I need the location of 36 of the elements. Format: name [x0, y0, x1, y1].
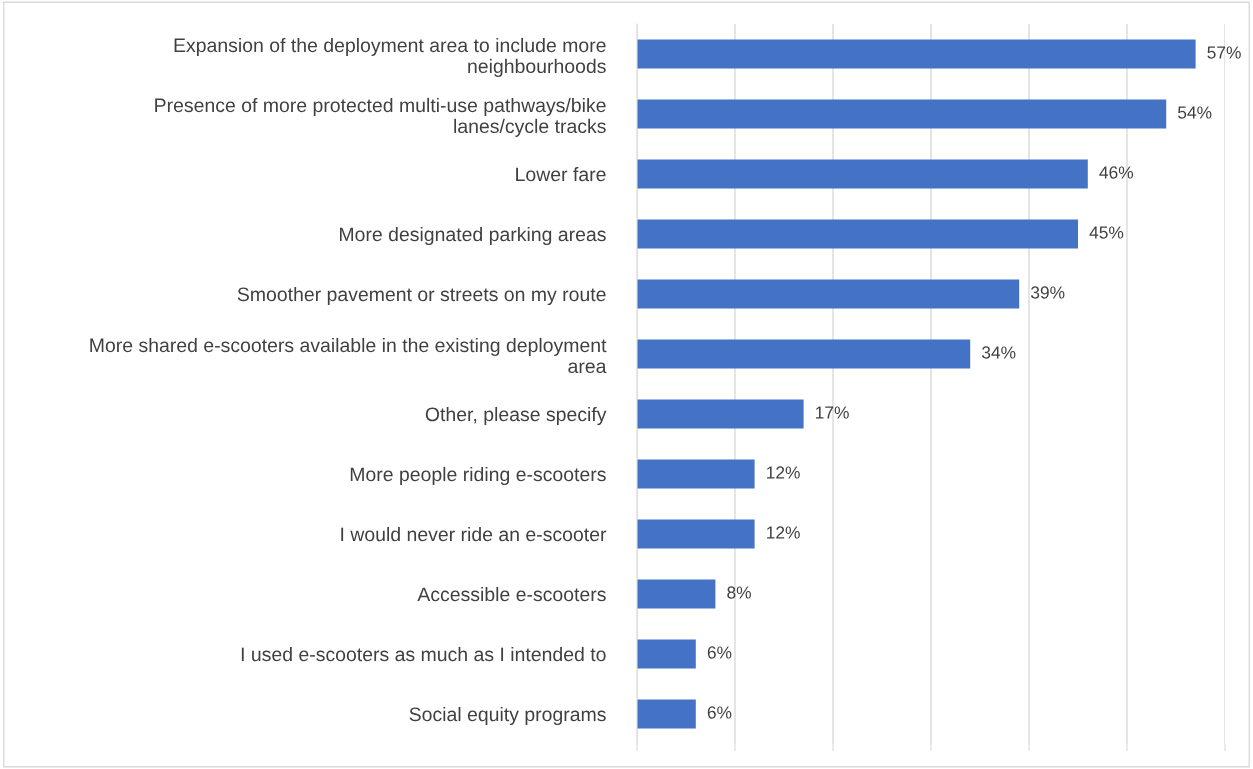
bar: [637, 99, 1167, 129]
bar: [637, 39, 1196, 69]
y-tick-label: I used e-scooters as much as I intended to: [241, 646, 606, 662]
y-tick-label: Lower fare: [516, 166, 606, 182]
bar: [637, 219, 1078, 249]
bar: [637, 699, 696, 729]
data-label: 6%: [707, 706, 732, 719]
y-tick-label: Expansion of the deployment area to include more neighbourhoods: [174, 37, 606, 77]
bar: [637, 159, 1088, 189]
bar: [637, 459, 755, 489]
bar: [637, 399, 804, 429]
y-tick-label: More people riding e-scooters: [350, 466, 606, 486]
y-tick-label: Social equity programs: [409, 706, 606, 726]
y-tick-label: I would never ride an e-scooter: [341, 526, 607, 542]
data-label: 34%: [981, 346, 1016, 359]
bar: [637, 519, 755, 549]
y-tick-label: Other, please specify: [425, 406, 607, 426]
bar: [637, 279, 1020, 309]
data-label: 45%: [1089, 226, 1124, 239]
data-label: 8%: [727, 586, 751, 599]
y-tick-label: Smoother pavement or streets on my route: [237, 286, 606, 306]
data-label: 39%: [1030, 286, 1065, 299]
data-label: 12%: [767, 466, 800, 479]
data-label: 57%: [1207, 46, 1241, 59]
data-label: 17%: [816, 406, 849, 419]
y-tick-label: More shared e-scooters available in the existing deployment area: [90, 337, 607, 374]
y-tick-label: More designated parking areas: [340, 226, 606, 246]
data-label: 12%: [767, 526, 800, 539]
data-label: 6%: [707, 646, 732, 659]
y-tick-label: Presence of more protected multi-use pathways/bike lanes/cycle tracks: [155, 97, 606, 137]
data-label: 46%: [1099, 166, 1134, 179]
y-tick-label: Accessible e-scooters: [417, 586, 606, 602]
bar: [637, 639, 696, 669]
data-label: 54%: [1178, 106, 1212, 119]
bar: [637, 339, 971, 369]
bar: [637, 579, 716, 609]
